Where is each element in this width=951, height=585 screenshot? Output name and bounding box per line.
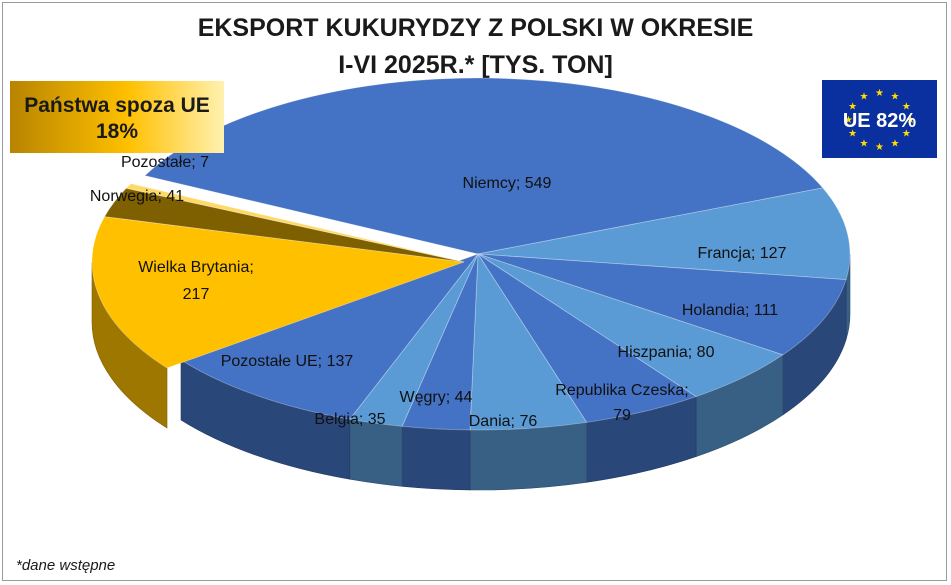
eu-star-icon: ★ bbox=[906, 115, 915, 126]
eu-star-icon: ★ bbox=[891, 138, 900, 149]
pie-slice-wielka-brytania bbox=[91, 216, 465, 369]
pie-labels: Niemcy; 549 Francja; 127 Holandia; 111 H… bbox=[90, 154, 787, 430]
pie-slices bbox=[91, 77, 851, 431]
label-wielka-brytania-value: 217 bbox=[183, 286, 210, 303]
eu-share-label: UE 82% bbox=[842, 110, 917, 132]
eu-star-icon: ★ bbox=[902, 129, 911, 140]
pie-slice-belgia bbox=[349, 253, 479, 427]
label-pozostale: Pozostałe; 7 bbox=[121, 154, 209, 171]
pie-side-belgia bbox=[349, 418, 403, 487]
label-republika-czeska: Republika Czeska; bbox=[555, 382, 688, 399]
eu-star-icon: ★ bbox=[902, 102, 911, 113]
label-hiszpania: Hiszpania; 80 bbox=[618, 344, 715, 361]
pie-side-wegry bbox=[401, 425, 471, 491]
eu-star-icon: ★ bbox=[848, 129, 857, 140]
label-francja: Francja; 127 bbox=[698, 245, 787, 262]
non-eu-share-label: Państwa spoza UE bbox=[24, 94, 210, 117]
eu-star-icon: ★ bbox=[891, 92, 900, 103]
pie-slice-wegry bbox=[401, 253, 479, 431]
label-wegry: Węgry; 44 bbox=[400, 389, 473, 406]
pie-slice-pozostale-ue bbox=[180, 253, 480, 420]
pie-slice-hiszpania bbox=[477, 253, 784, 398]
label-dania: Dania; 76 bbox=[469, 413, 538, 430]
eu-star-icon: ★ bbox=[875, 142, 884, 153]
footnote: *dane wstępne bbox=[16, 557, 116, 574]
pie-slice-pozostale bbox=[125, 183, 465, 263]
label-niemcy: Niemcy; 549 bbox=[463, 175, 552, 192]
eu-star-icon: ★ bbox=[875, 88, 884, 99]
pie-side-wielka-brytania bbox=[91, 261, 168, 429]
eu-star-icon: ★ bbox=[848, 102, 857, 113]
eu-stars-icon: ★★★★★★★★★ ★ ★★ bbox=[844, 88, 915, 153]
label-holandia: Holandia; 111 bbox=[682, 302, 778, 319]
label-wielka-brytania: Wielka Brytania; bbox=[138, 259, 254, 276]
non-eu-share-percent: 18% bbox=[95, 120, 139, 143]
label-republika-czeska-value: 79 bbox=[613, 407, 631, 424]
pie-slice-norwegia bbox=[103, 187, 465, 263]
chart-title-line2: I-VI 2025R.* [TYS. TON] bbox=[338, 51, 613, 79]
pie-slice-holandia bbox=[477, 253, 847, 356]
pie-slice-republika-czeska bbox=[477, 253, 697, 423]
pie-sides bbox=[91, 253, 851, 491]
eu-star-icon: ★ bbox=[860, 92, 869, 103]
eu-flag-badge: ★ ★ ★ ★ ★ ★ ★ ★ ★ ★ ★ ★ UE 82% bbox=[822, 80, 937, 158]
eu-star-icon: ★ bbox=[844, 115, 853, 126]
label-norwegia: Norwegia; 41 bbox=[90, 188, 184, 205]
pie-slice-francja bbox=[477, 187, 851, 281]
label-pozostale-ue: Pozostałe UE; 137 bbox=[221, 353, 354, 370]
label-belgia: Belgia; 35 bbox=[314, 411, 385, 428]
chart-title-line1: EKSPORT KUKURYDZY Z POLSKI W OKRESIE bbox=[197, 14, 754, 42]
eu-star-icon: ★ bbox=[860, 138, 869, 149]
chart-title: EKSPORT KUKURYDZY Z POLSKI W OKRESIE I-V… bbox=[0, 10, 951, 84]
non-eu-share-box: Państwa spoza UE 18% bbox=[10, 81, 224, 153]
pie-side-dania bbox=[469, 421, 587, 491]
pie-slice-dania bbox=[469, 252, 588, 431]
